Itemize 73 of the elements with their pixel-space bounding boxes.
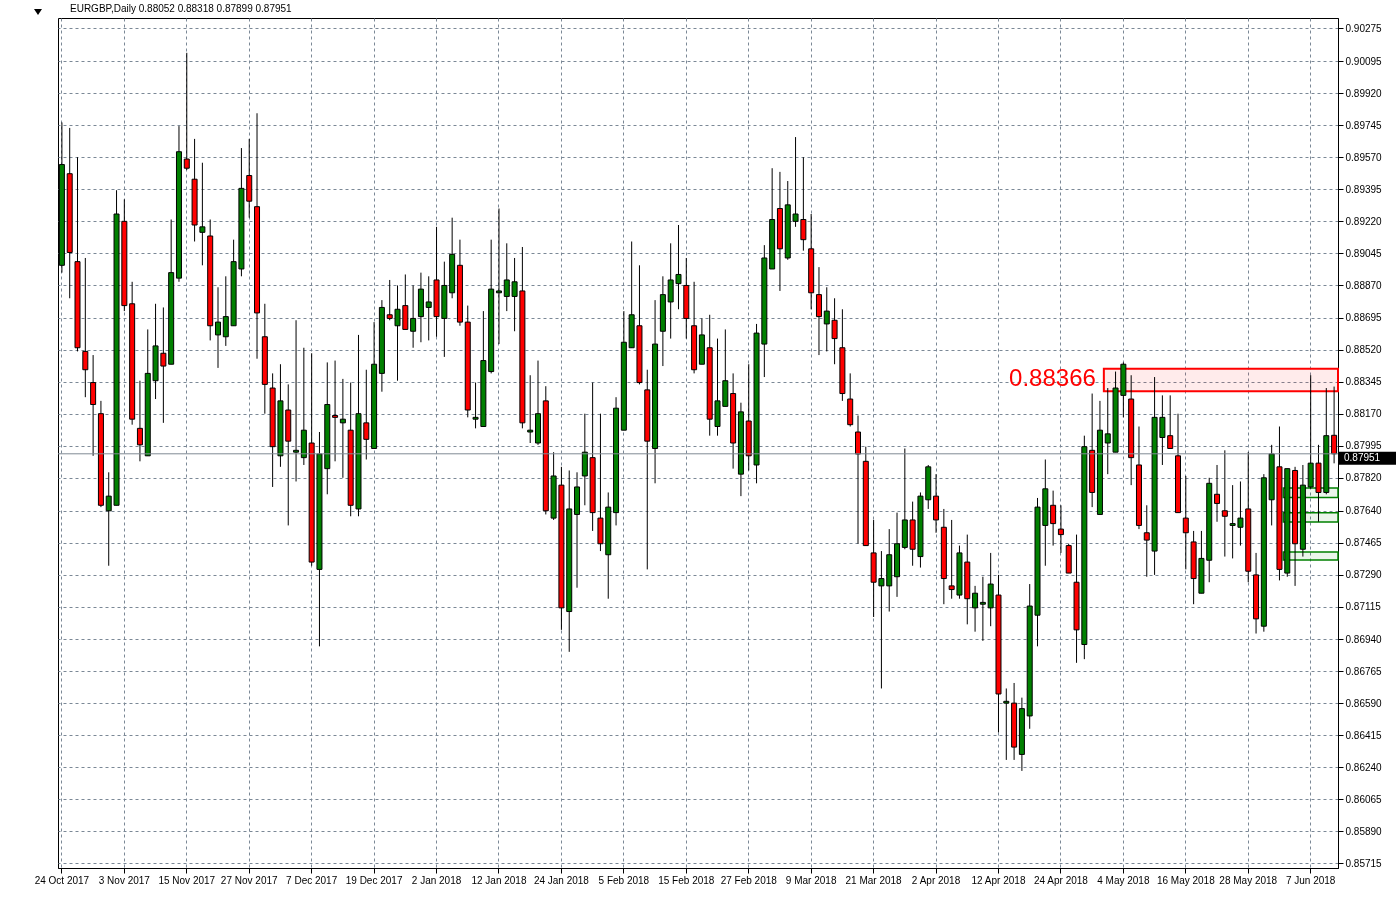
x-tick-label: 5 Feb 2018 (598, 874, 650, 886)
y-tick-label: 0.90275 (1345, 22, 1383, 34)
candlestick (136, 380, 143, 462)
candlestick (90, 354, 97, 457)
x-tick-label: 27 Feb 2018 (720, 874, 778, 886)
y-tick-label: 0.87465 (1345, 537, 1383, 549)
x-tick-label: 24 Oct 2017 (34, 874, 90, 886)
candlestick (183, 52, 190, 171)
candlestick (410, 284, 417, 349)
y-tick-label: 0.89220 (1345, 215, 1383, 227)
x-tick-label: 15 Nov 2017 (158, 874, 216, 886)
chart-title: EURGBP,Daily 0.88052 0.88318 0.87899 0.87951 (70, 3, 293, 14)
candlestick (293, 319, 300, 482)
y-tick-label: 0.88345 (1345, 376, 1383, 388)
y-tick-label: 0.89570 (1345, 151, 1383, 163)
y-tick-label: 0.90095 (1345, 55, 1383, 67)
candlestick (815, 266, 822, 356)
candlestick (933, 473, 940, 534)
x-tick-label: 15 Feb 2018 (658, 874, 715, 886)
x-tick-label: 24 Jan 2018 (533, 874, 590, 886)
candlestick (1221, 449, 1228, 558)
x-tick-label: 19 Dec 2017 (345, 874, 403, 886)
x-tick-label: 7 Jun 2018 (1285, 874, 1336, 886)
candlestick (972, 585, 979, 633)
candlestick (495, 208, 502, 345)
candlestick (215, 286, 221, 369)
x-tick-label: 16 May 2018 (1156, 874, 1216, 886)
x-tick-label: 7 Dec 2017 (286, 874, 338, 886)
y-tick-label: 0.88520 (1345, 344, 1383, 356)
x-tick-label: 12 Apr 2018 (971, 874, 1026, 886)
candlestick (979, 576, 986, 642)
band-label: 0.88366 (1009, 363, 1096, 391)
candlestick (1057, 504, 1064, 554)
y-tick-label: 0.89920 (1345, 87, 1383, 99)
y-tick-label: 0.87995 (1345, 440, 1383, 452)
x-tick-label: 9 Mar 2018 (785, 874, 837, 886)
y-tick-label: 0.87290 (1345, 569, 1383, 581)
x-tick-label: 12 Jan 2018 (471, 874, 527, 886)
x-tick-label: 2 Apr 2018 (911, 874, 961, 886)
candlestick (1003, 687, 1010, 761)
candlestick (332, 360, 339, 462)
y-tick-label: 0.85715 (1345, 857, 1383, 869)
y-tick-label: 0.88695 (1345, 312, 1383, 324)
y-tick-label: 0.85890 (1345, 825, 1383, 837)
y-tick-label: 0.87820 (1345, 472, 1383, 484)
x-tick-label: 4 May 2018 (1097, 874, 1150, 886)
y-tick-label: 0.86415 (1345, 729, 1383, 741)
y-tick-label: 0.86940 (1345, 633, 1383, 645)
candlestick (1050, 490, 1057, 547)
candlestick (1214, 464, 1221, 523)
candlestick (527, 374, 534, 444)
x-tick-label: 21 Mar 2018 (845, 874, 903, 886)
y-tick-label: 0.86765 (1345, 665, 1383, 677)
candlestick (199, 162, 206, 266)
candlestick (855, 415, 861, 545)
y-tick-label: 0.89745 (1345, 119, 1383, 131)
x-tick-label: 28 May 2018 (1219, 874, 1278, 886)
x-tick-label: 2 Jan 2018 (411, 874, 462, 886)
x-tick-label: 27 Nov 2017 (220, 874, 279, 886)
y-tick-label: 0.89045 (1345, 247, 1383, 259)
y-tick-label: 0.88170 (1345, 408, 1383, 420)
y-tick-label: 0.86590 (1345, 697, 1383, 709)
y-tick-label: 0.86065 (1345, 793, 1383, 805)
y-tick-label: 0.87640 (1345, 505, 1383, 517)
y-tick-label: 0.86240 (1345, 761, 1383, 773)
ref-line-label: 0.87951 (1344, 452, 1381, 464)
y-tick-label: 0.87115 (1345, 601, 1382, 613)
x-tick-label: 24 Apr 2018 (1033, 874, 1089, 886)
y-tick-label: 0.88870 (1345, 279, 1383, 291)
x-tick-label: 3 Nov 2017 (98, 874, 151, 886)
y-tick-label: 0.89395 (1345, 183, 1383, 195)
candlestick (82, 257, 89, 398)
candlestick (1182, 475, 1189, 570)
